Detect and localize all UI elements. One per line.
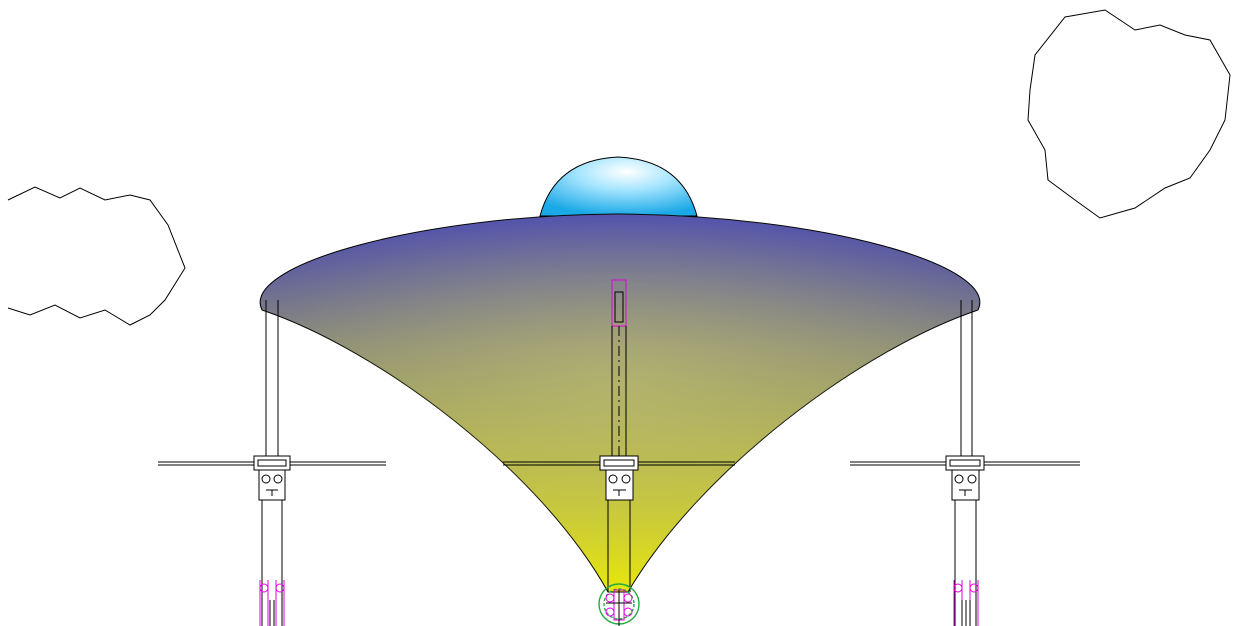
support-post-center: [503, 279, 735, 626]
dome: [539, 156, 698, 217]
cloud-right: [1027, 9, 1231, 219]
support-post-left: [158, 300, 386, 626]
cloud-left: [7, 186, 186, 326]
canopy-glow: [260, 214, 980, 592]
support-post-right: [850, 300, 1080, 626]
